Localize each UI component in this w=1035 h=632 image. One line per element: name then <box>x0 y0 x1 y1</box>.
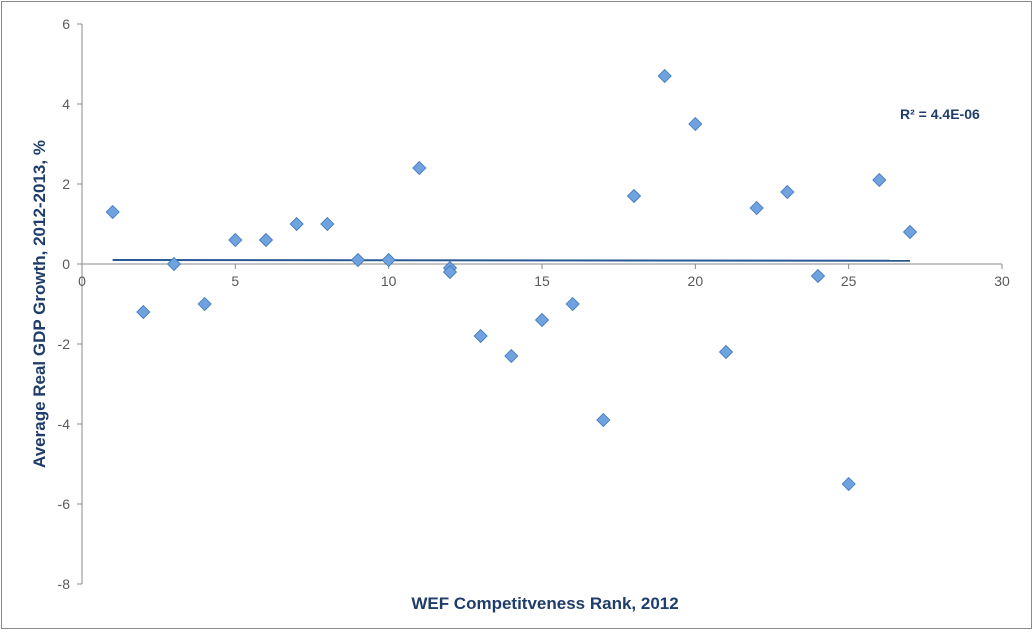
data-point <box>565 296 580 312</box>
x-tick-label: 5 <box>231 273 239 289</box>
x-tick-label: 15 <box>534 273 550 289</box>
data-point <box>289 216 304 232</box>
data-point <box>657 68 672 84</box>
data-point <box>749 200 764 216</box>
data-point <box>320 216 335 232</box>
data-point <box>136 304 151 320</box>
data-point <box>810 268 826 284</box>
y-tick-label: -6 <box>58 496 71 512</box>
x-tick-label: 20 <box>688 273 704 289</box>
data-point <box>228 232 243 248</box>
y-tick-label: 2 <box>62 176 70 192</box>
data-point <box>688 116 703 132</box>
data-point <box>626 188 642 204</box>
data-point <box>841 476 856 492</box>
data-point <box>780 184 795 200</box>
data-point <box>166 256 182 272</box>
data-point <box>105 204 120 220</box>
x-tick-label: 30 <box>994 273 1010 289</box>
data-point <box>350 252 366 268</box>
y-tick-label: -4 <box>58 416 71 432</box>
data-point <box>902 224 918 240</box>
data-point <box>473 328 488 344</box>
data-point <box>718 344 734 360</box>
x-tick-label: 0 <box>78 273 86 289</box>
y-tick-label: -8 <box>58 576 71 592</box>
x-tick-label: 25 <box>841 273 857 289</box>
data-point <box>504 348 519 364</box>
x-tick-label: 10 <box>381 273 397 289</box>
data-point <box>442 264 458 280</box>
data-point <box>596 412 611 428</box>
r-squared-label: R² = 4.4E-06 <box>900 106 980 122</box>
data-point <box>258 232 274 248</box>
data-point <box>534 312 550 328</box>
data-points <box>105 68 918 492</box>
data-point <box>197 296 212 312</box>
y-axis-title: Average Real GDP Growth, 2012-2013, % <box>30 140 49 468</box>
data-point <box>872 172 887 188</box>
y-tick-label: 4 <box>62 96 70 112</box>
trendline-group <box>112 259 911 262</box>
data-point <box>412 160 427 176</box>
y-axis-ticks: -8 -6 -4 -2 0 2 4 6 <box>58 16 82 592</box>
data-point <box>381 252 396 268</box>
y-tick-label: -2 <box>58 336 71 352</box>
axes <box>81 24 1002 584</box>
y-tick-label: 0 <box>62 256 70 272</box>
trendline <box>112 259 911 262</box>
x-axis-title: WEF Competitveness Rank, 2012 <box>411 594 678 613</box>
x-axis-ticks: 0 5 10 15 20 25 30 <box>78 264 1010 289</box>
y-tick-label: 6 <box>62 16 70 32</box>
